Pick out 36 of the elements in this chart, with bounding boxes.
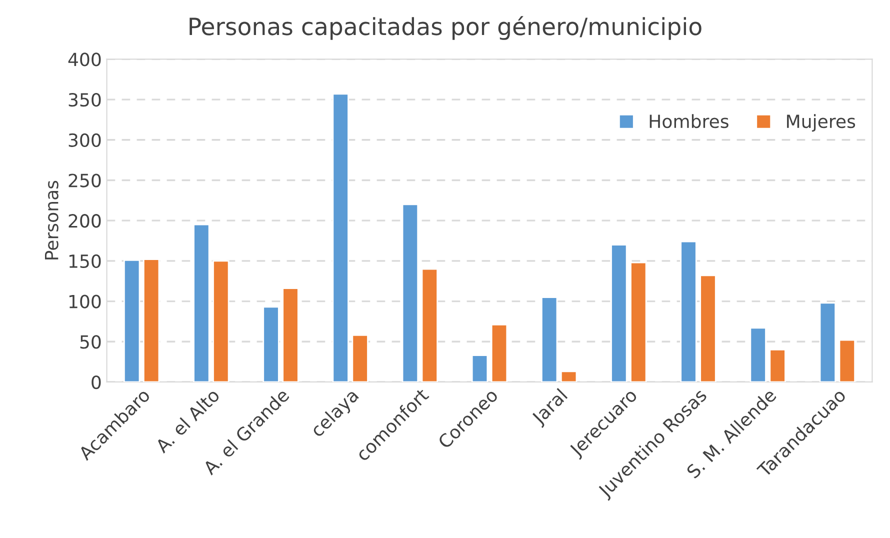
bar	[282, 288, 299, 382]
y-tick-label: 100	[69, 294, 101, 308]
bar	[560, 370, 578, 382]
x-tick-label: A. el Alto	[154, 388, 220, 454]
legend-label: Mujeres	[787, 114, 856, 132]
y-tick-label: 250	[68, 174, 101, 188]
bar	[700, 274, 716, 382]
bar	[680, 240, 697, 382]
bar	[819, 302, 836, 382]
y-tick-label: 0	[92, 375, 101, 390]
y-tick-label: 350	[68, 92, 101, 107]
bar	[212, 260, 230, 382]
bar	[630, 262, 647, 382]
y-tick-label: 400	[68, 52, 101, 66]
bar	[750, 327, 766, 382]
bar	[193, 224, 210, 382]
bar	[421, 268, 438, 382]
bar	[262, 306, 280, 382]
legend-label: Hombres	[650, 114, 728, 128]
bar	[332, 93, 349, 382]
y-axis-title: Personas	[45, 180, 58, 260]
y-tick-label: 300	[68, 133, 101, 147]
y-tick-label: 200	[68, 214, 101, 228]
bar	[838, 339, 856, 382]
y-tick-label: 50	[80, 335, 101, 349]
bar	[610, 244, 628, 382]
bar	[352, 334, 368, 382]
chart-title: Personas capacitadas por género/municipio	[190, 16, 702, 40]
bar	[540, 296, 558, 382]
y-tick-label: 150	[69, 254, 101, 268]
bar	[142, 258, 160, 382]
bar	[769, 349, 786, 382]
bar	[471, 354, 488, 382]
bar	[124, 259, 140, 382]
bar	[402, 204, 419, 382]
bar	[490, 324, 508, 382]
